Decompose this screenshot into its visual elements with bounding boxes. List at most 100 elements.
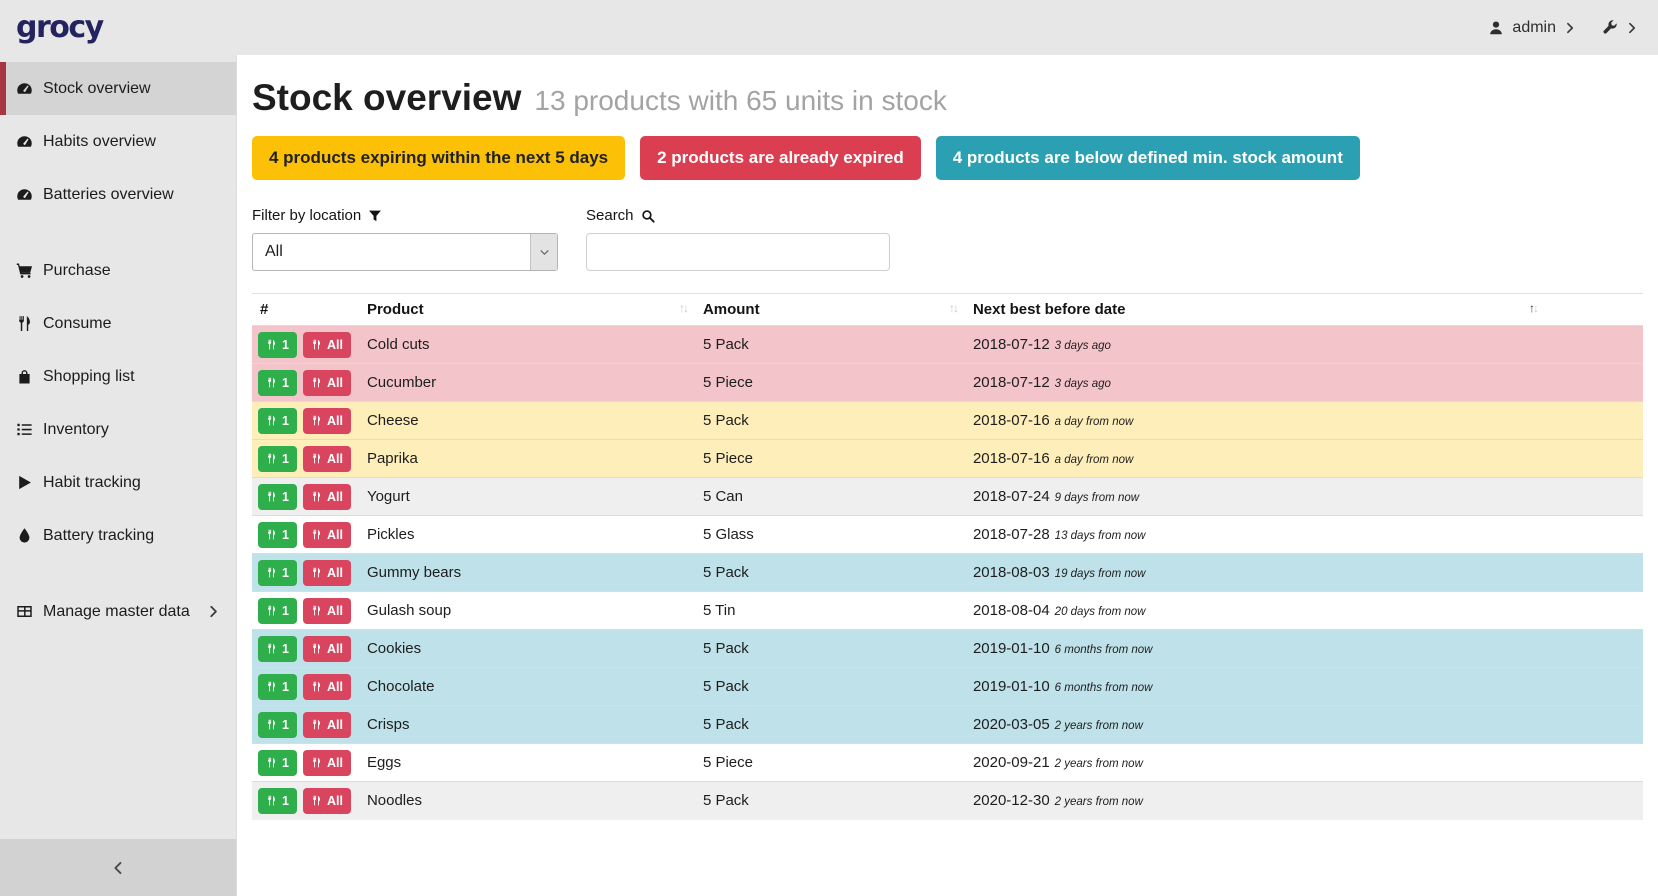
best-before-cell: 2018-07-2813 days from now — [965, 516, 1643, 554]
consume-one-button[interactable]: 1 — [258, 788, 297, 814]
sidebar-item-habits-overview[interactable]: Habits overview — [0, 115, 236, 168]
sidebar-item-manage-master-data[interactable]: Manage master data — [0, 585, 236, 638]
search-input[interactable] — [586, 233, 890, 271]
product-name: Gummy bears — [359, 554, 695, 592]
relative-time: 9 days from now — [1055, 492, 1139, 504]
column-header-best-before[interactable]: Next best before date ↑↓ — [965, 294, 1643, 326]
table-icon — [16, 603, 33, 620]
sidebar-item-battery-tracking[interactable]: Battery tracking — [0, 509, 236, 562]
consume-all-button[interactable]: All — [303, 522, 351, 548]
consume-all-button[interactable]: All — [303, 712, 351, 738]
filter-bar: Filter by location All Search — [252, 207, 1643, 271]
sidebar-item-label: Habit tracking — [43, 474, 197, 492]
sidebar-item-habit-tracking[interactable]: Habit tracking — [0, 456, 236, 509]
user-menu[interactable]: admin — [1488, 19, 1576, 37]
consume-one-button[interactable]: 1 — [258, 408, 297, 434]
amount-value: 5 Pack — [695, 630, 965, 668]
utensils-icon — [311, 453, 322, 464]
column-header-amount[interactable]: Amount ↑↓ — [695, 294, 965, 326]
consume-all-button[interactable]: All — [303, 408, 351, 434]
sidebar-collapse-button[interactable] — [0, 839, 236, 896]
select-dropdown-button[interactable] — [530, 234, 557, 270]
best-before-date: 2019-01-10 — [973, 640, 1050, 657]
consume-all-button[interactable]: All — [303, 750, 351, 776]
grocy-logo[interactable]: grocy — [16, 10, 103, 45]
consume-one-button[interactable]: 1 — [258, 674, 297, 700]
best-before-cell: 2018-07-123 days ago — [965, 364, 1643, 402]
product-name: Gulash soup — [359, 592, 695, 630]
utensils-icon — [266, 453, 277, 464]
consume-one-button[interactable]: 1 — [258, 522, 297, 548]
consume-all-button[interactable]: All — [303, 598, 351, 624]
sidebar-item-shopping-list[interactable]: Shopping list — [0, 350, 236, 403]
consume-all-button[interactable]: All — [303, 484, 351, 510]
column-header-product[interactable]: Product ↑↓ — [359, 294, 695, 326]
best-before-cell: 2018-08-0420 days from now — [965, 592, 1643, 630]
consume-all-button[interactable]: All — [303, 788, 351, 814]
amount-value: 5 Pack — [695, 782, 965, 820]
sidebar-item-label: Stock overview — [43, 80, 197, 98]
consume-all-button[interactable]: All — [303, 674, 351, 700]
below-min-stock-alert-badge[interactable]: 4 products are below defined min. stock … — [936, 136, 1360, 180]
consume-one-button[interactable]: 1 — [258, 636, 297, 662]
consume-all-button[interactable]: All — [303, 370, 351, 396]
utensils-icon — [311, 795, 322, 806]
consume-all-button[interactable]: All — [303, 446, 351, 472]
expiring-alert-badge[interactable]: 4 products expiring within the next 5 da… — [252, 136, 625, 180]
table-row: 1 All Chocolate 5 Pack 2019-01-106 month… — [252, 668, 1643, 706]
sidebar-item-stock-overview[interactable]: Stock overview — [0, 62, 236, 115]
relative-time: 6 months from now — [1055, 682, 1153, 694]
utensils-icon — [311, 567, 322, 578]
sidebar-item-inventory[interactable]: Inventory — [0, 403, 236, 456]
utensils-icon — [311, 415, 322, 426]
relative-time: 2 years from now — [1055, 796, 1143, 808]
sidebar-item-batteries-overview[interactable]: Batteries overview — [0, 168, 236, 221]
consume-one-button[interactable]: 1 — [258, 712, 297, 738]
sort-icon: ↑↓ — [679, 301, 687, 315]
best-before-cell: 2019-01-106 months from now — [965, 630, 1643, 668]
utensils-icon — [311, 339, 322, 350]
sidebar-item-label: Habits overview — [43, 133, 197, 151]
sidebar-item-label: Consume — [43, 315, 197, 333]
search-label: Search — [586, 207, 890, 224]
settings-menu[interactable] — [1602, 20, 1638, 36]
amount-value: 5 Can — [695, 478, 965, 516]
sidebar-item-consume[interactable]: Consume — [0, 297, 236, 350]
consume-one-button[interactable]: 1 — [258, 370, 297, 396]
best-before-cell: 2020-03-052 years from now — [965, 706, 1643, 744]
droplet-icon — [16, 527, 33, 544]
best-before-cell: 2020-09-212 years from now — [965, 744, 1643, 782]
consume-one-button[interactable]: 1 — [258, 446, 297, 472]
utensils-icon — [311, 529, 322, 540]
stock-table: # Product ↑↓ Amount ↑↓ Next best before … — [252, 293, 1643, 820]
relative-time: 2 years from now — [1055, 758, 1143, 770]
consume-one-button[interactable]: 1 — [258, 598, 297, 624]
consume-one-button[interactable]: 1 — [258, 484, 297, 510]
sidebar: Stock overview Habits overview Batteries… — [0, 55, 237, 896]
bag-icon — [16, 368, 33, 385]
best-before-cell: 2020-12-302 years from now — [965, 782, 1643, 820]
table-row: 1 All Paprika 5 Piece 2018-07-16a day fr… — [252, 440, 1643, 478]
consume-one-button[interactable]: 1 — [258, 750, 297, 776]
expired-alert-badge[interactable]: 2 products are already expired — [640, 136, 921, 180]
chevron-right-icon — [207, 605, 220, 618]
consume-all-button[interactable]: All — [303, 332, 351, 358]
consume-one-button[interactable]: 1 — [258, 560, 297, 586]
utensils-icon — [266, 529, 277, 540]
best-before-date: 2018-07-28 — [973, 526, 1050, 543]
sidebar-item-label: Inventory — [43, 421, 197, 439]
amount-value: 5 Pack — [695, 668, 965, 706]
product-name: Cucumber — [359, 364, 695, 402]
chevron-right-icon — [1626, 22, 1638, 34]
chevron-right-icon — [1564, 22, 1576, 34]
amount-value: 5 Tin — [695, 592, 965, 630]
best-before-date: 2018-08-04 — [973, 602, 1050, 619]
page-title: Stock overview — [252, 77, 521, 119]
consume-all-button[interactable]: All — [303, 636, 351, 662]
sidebar-item-purchase[interactable]: Purchase — [0, 244, 236, 297]
location-select[interactable]: All — [252, 233, 558, 271]
column-header-number[interactable]: # — [252, 294, 359, 326]
search-icon — [641, 209, 655, 223]
consume-one-button[interactable]: 1 — [258, 332, 297, 358]
consume-all-button[interactable]: All — [303, 560, 351, 586]
